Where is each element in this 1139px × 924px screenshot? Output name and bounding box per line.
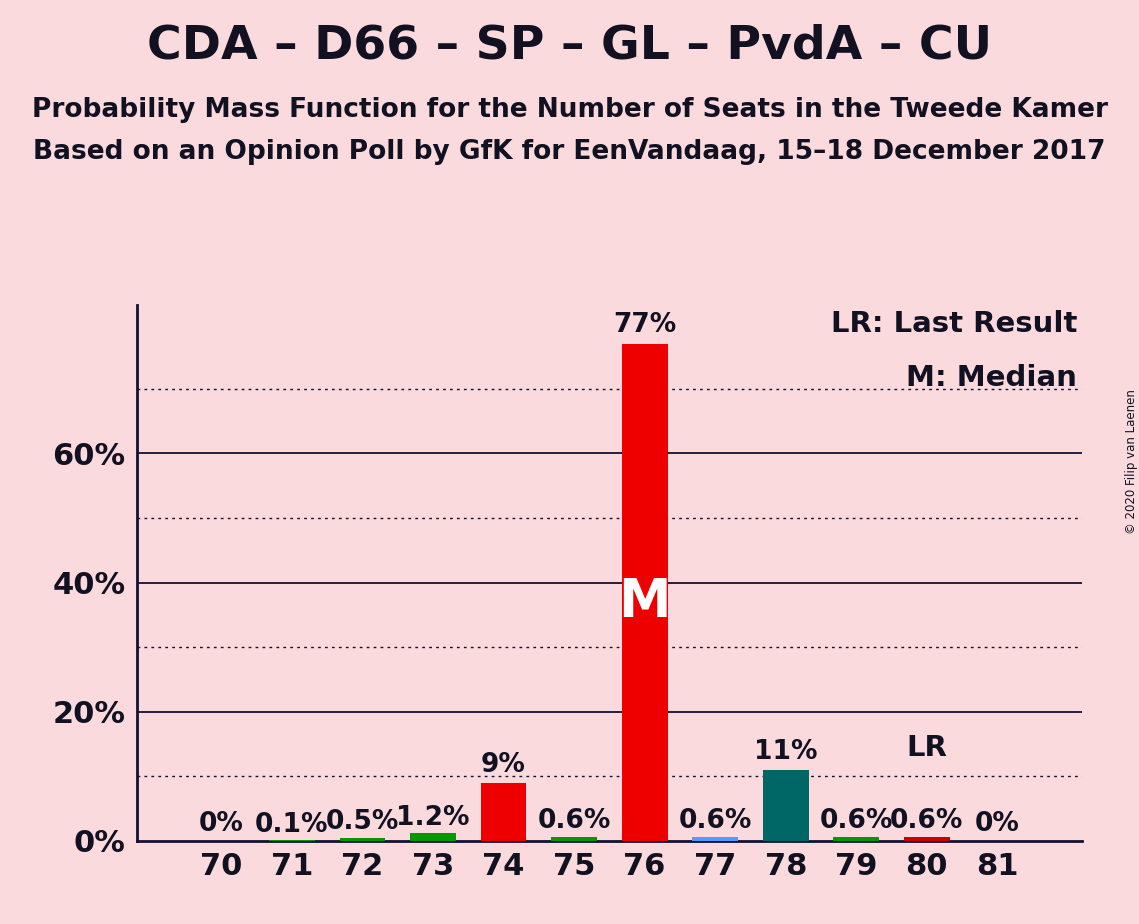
Text: 0.6%: 0.6% [538,808,611,834]
Bar [834,837,879,841]
Text: CDA – D66 – SP – GL – PvdA – CU: CDA – D66 – SP – GL – PvdA – CU [147,23,992,68]
Text: M: M [618,576,671,628]
Bar [763,770,809,841]
Text: Probability Mass Function for the Number of Seats in the Tweede Kamer: Probability Mass Function for the Number… [32,97,1107,123]
Bar [410,833,456,841]
Text: 9%: 9% [481,751,526,778]
Bar [551,837,597,841]
Text: 11%: 11% [754,738,818,765]
Text: 0.6%: 0.6% [679,808,752,834]
Bar [481,783,526,841]
Bar [622,344,667,841]
Text: 0.6%: 0.6% [891,808,964,834]
Text: M: Median: M: Median [907,364,1077,392]
Text: 0.5%: 0.5% [326,809,399,835]
Text: 0.1%: 0.1% [255,811,329,838]
Bar [693,837,738,841]
Bar [904,837,950,841]
Text: 0%: 0% [199,811,244,837]
Text: 0.6%: 0.6% [820,808,893,834]
Bar [339,838,385,841]
Text: 0%: 0% [975,811,1019,837]
Text: LR: Last Result: LR: Last Result [831,310,1077,338]
Text: 77%: 77% [613,312,677,338]
Text: Based on an Opinion Poll by GfK for EenVandaag, 15–18 December 2017: Based on an Opinion Poll by GfK for EenV… [33,139,1106,164]
Text: © 2020 Filip van Laenen: © 2020 Filip van Laenen [1124,390,1138,534]
Text: LR: LR [907,734,948,762]
Text: 1.2%: 1.2% [396,805,469,831]
